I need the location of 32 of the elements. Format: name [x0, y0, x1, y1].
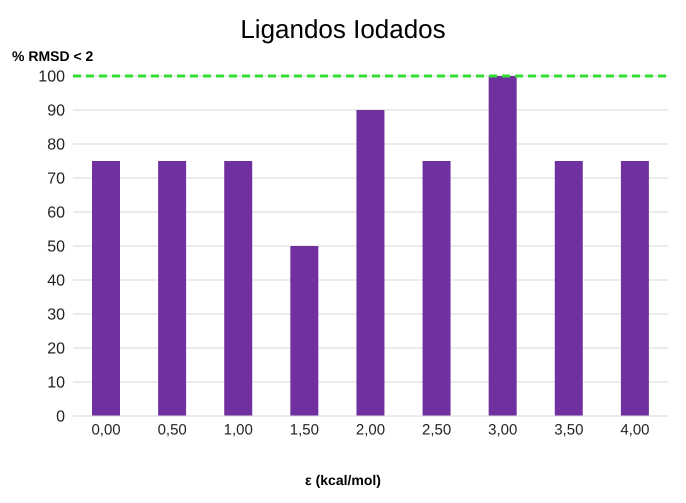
bar — [422, 161, 451, 416]
x-tick-label: 3,50 — [554, 422, 584, 439]
y-tick-label: 40 — [47, 272, 66, 290]
y-tick-label: 50 — [47, 238, 66, 256]
x-tick-label: 0,00 — [91, 422, 121, 439]
y-tick-label: 30 — [47, 306, 66, 324]
bar — [554, 161, 583, 416]
bar — [356, 110, 384, 416]
chart-title: Ligandos Iodados — [239, 14, 447, 45]
bar — [92, 161, 120, 416]
x-axis-title: ε (kcal/mol) — [304, 472, 382, 488]
y-tick-label: 90 — [47, 102, 66, 120]
y-tick-label: 80 — [47, 136, 66, 154]
x-tick-label: 2,00 — [356, 422, 386, 439]
bar — [488, 76, 517, 416]
bar — [224, 161, 252, 416]
bar — [620, 161, 649, 416]
y-tick-label: 60 — [47, 204, 66, 222]
x-tick-label: 0,50 — [158, 422, 187, 439]
x-tick-label: 1,50 — [290, 422, 319, 439]
y-tick-label: 100 — [38, 68, 66, 86]
x-tick-label: 3,00 — [488, 422, 518, 439]
bar — [290, 246, 318, 416]
y-tick-label: 20 — [47, 340, 66, 358]
y-tick-label: 10 — [47, 374, 66, 392]
y-tick-label: 0 — [56, 408, 66, 426]
y-axis-title: % RMSD < 2 — [12, 48, 94, 64]
x-tick-label: 2,50 — [422, 422, 452, 439]
bar — [158, 161, 186, 416]
y-tick-label: 70 — [47, 170, 66, 188]
x-tick-label: 1,00 — [224, 422, 253, 439]
x-tick-label: 4,00 — [620, 422, 650, 439]
